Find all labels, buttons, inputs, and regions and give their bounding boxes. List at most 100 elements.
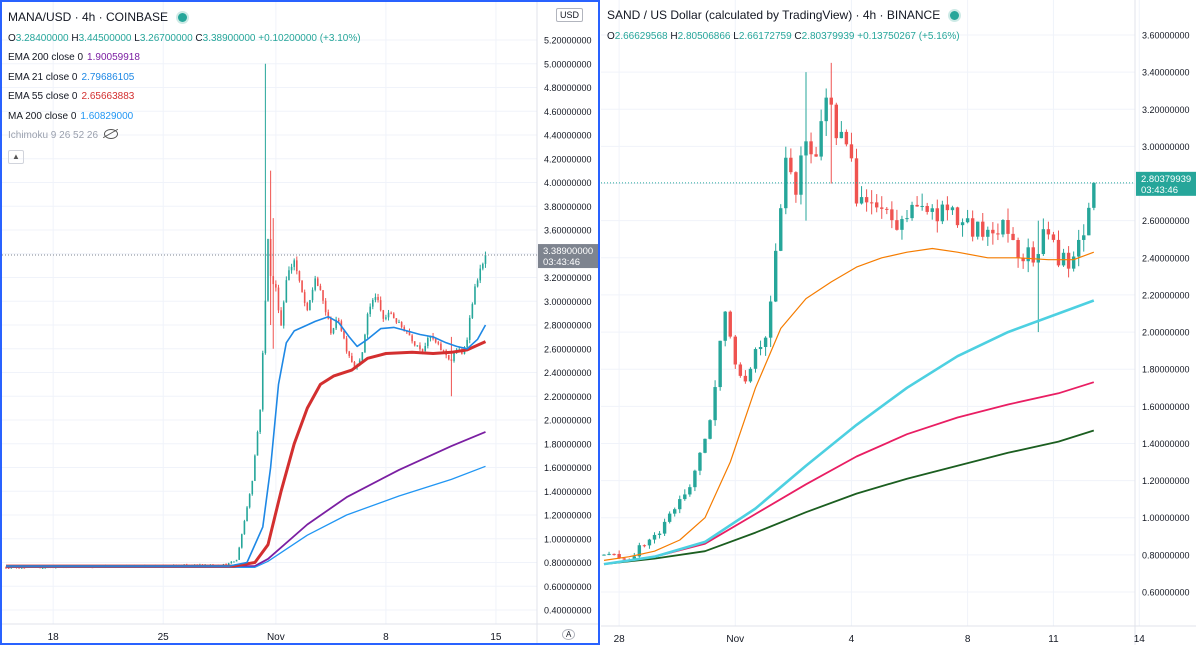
y-tick-label: 2.60000000 bbox=[1142, 216, 1190, 226]
candle-body bbox=[910, 204, 914, 219]
candle-body bbox=[453, 352, 455, 361]
candle-body bbox=[256, 432, 259, 456]
mana-chart-pane[interactable]: MANA/USD · 4h · COINBASE O3.28400000 H3.… bbox=[0, 0, 600, 645]
candle-body bbox=[330, 318, 332, 334]
indicator-ma200[interactable]: MA 200 close 0 1.60829000 bbox=[8, 107, 361, 127]
candle-body bbox=[708, 420, 712, 439]
indicator-label: EMA 200 close 0 bbox=[8, 52, 84, 63]
candle-body bbox=[379, 300, 382, 311]
y-tick-label: 1.80000000 bbox=[544, 439, 592, 449]
last-price-tag bbox=[1136, 171, 1196, 196]
candle-body bbox=[390, 312, 392, 314]
mana-open: 3.28400000 bbox=[15, 32, 69, 44]
y-tick-label: 5.20000000 bbox=[544, 36, 592, 46]
y-tick-label: 0.80000000 bbox=[1142, 550, 1190, 560]
indicator-ema21[interactable]: EMA 21 close 0 2.79686105 bbox=[8, 68, 361, 88]
y-tick-label: 3.60000000 bbox=[544, 226, 592, 236]
y-tick-label: 3.60000000 bbox=[1142, 31, 1190, 41]
candle-body bbox=[895, 220, 899, 230]
sand-close: 2.80379939 bbox=[801, 30, 855, 42]
x-tick-label: 14 bbox=[1134, 634, 1146, 645]
candle-body bbox=[20, 567, 23, 569]
candle-body bbox=[450, 359, 453, 361]
mana-chart-svg[interactable]: 0.40000000 0.60000000 0.80000000 1.00000000… bbox=[2, 2, 598, 643]
candle-body bbox=[288, 270, 290, 281]
currency-select[interactable]: USD bbox=[556, 8, 584, 22]
candle-body bbox=[1082, 235, 1086, 240]
candle-body bbox=[403, 327, 406, 332]
indicator-ema200[interactable]: EMA 200 close 0 1.90059918 bbox=[8, 48, 361, 68]
candle-body bbox=[844, 131, 849, 145]
candle-body bbox=[303, 292, 306, 303]
y-tick-label: 2.20000000 bbox=[1142, 290, 1190, 300]
candle-body bbox=[970, 218, 975, 237]
candle-body bbox=[1056, 239, 1061, 266]
hidden-eye-icon[interactable] bbox=[104, 129, 119, 139]
candle-body bbox=[377, 296, 379, 301]
sand-ohlc-row: O2.66629568 H2.80506866 L2.66172759 C2.8… bbox=[607, 30, 960, 42]
candle-body bbox=[1036, 254, 1040, 263]
x-tick-label: Nov bbox=[726, 634, 744, 645]
candle-body bbox=[693, 470, 697, 488]
candle-body bbox=[264, 300, 267, 354]
candle-body bbox=[718, 340, 722, 388]
candle-body bbox=[306, 302, 309, 310]
candle-body bbox=[345, 338, 348, 352]
candle-body bbox=[1011, 233, 1015, 241]
candle-body bbox=[1046, 229, 1051, 235]
candle-body bbox=[372, 299, 374, 307]
candle-body bbox=[322, 290, 324, 301]
candle-body bbox=[1016, 240, 1020, 259]
candle-body bbox=[738, 364, 743, 376]
candle-body bbox=[799, 155, 803, 195]
indicator-ichimoku[interactable]: Ichimoku 9 26 52 26 bbox=[8, 126, 361, 146]
y-tick-label: 0.60000000 bbox=[1142, 588, 1190, 598]
candle-body bbox=[277, 287, 280, 311]
candle-body bbox=[419, 345, 421, 350]
x-tick-label: 8 bbox=[965, 634, 971, 645]
candle-body bbox=[758, 347, 763, 350]
candle-body bbox=[713, 387, 717, 421]
candle-body bbox=[1021, 258, 1025, 262]
sand-chart-svg[interactable]: 0.60000000 0.80000000 1.00000000 1.20000000… bbox=[601, 0, 1196, 645]
sand-high: 2.80506866 bbox=[677, 30, 731, 42]
candle-body bbox=[703, 438, 707, 453]
indicator-line bbox=[603, 299, 1095, 566]
sand-symbol-title[interactable]: SAND / US Dollar (calculated by TradingV… bbox=[607, 8, 941, 22]
candle-body bbox=[427, 338, 429, 346]
sand-chart-pane[interactable]: SAND / US Dollar (calculated by TradingV… bbox=[601, 0, 1196, 645]
candle-body bbox=[353, 361, 356, 368]
candle-body bbox=[361, 352, 364, 361]
candle-body bbox=[298, 271, 301, 281]
candle-body bbox=[748, 368, 753, 382]
candle-body bbox=[602, 554, 606, 556]
indicator-ema55[interactable]: EMA 55 close 0 2.65663883 bbox=[8, 87, 361, 107]
candle-body bbox=[673, 509, 677, 514]
candle-body bbox=[688, 487, 692, 495]
candle-body bbox=[280, 310, 282, 326]
candle-body bbox=[733, 336, 737, 365]
auto-scale-button[interactable]: A bbox=[562, 629, 576, 640]
x-tick-label: 8 bbox=[383, 632, 389, 643]
candle-body bbox=[296, 260, 298, 272]
y-tick-label: 0.60000000 bbox=[544, 582, 592, 592]
candle-body bbox=[1077, 239, 1081, 257]
candle-body bbox=[243, 521, 246, 535]
collapse-legend-button[interactable]: ▲ bbox=[8, 149, 24, 164]
last-price-value: 3.38900000 bbox=[543, 246, 593, 257]
candle-body bbox=[915, 204, 919, 207]
candle-body bbox=[421, 349, 424, 351]
mana-symbol-title[interactable]: MANA/USD · 4h · COINBASE bbox=[8, 10, 169, 24]
candle-body bbox=[1031, 247, 1035, 263]
candle-body bbox=[408, 331, 411, 336]
candle-body bbox=[728, 311, 732, 337]
candle-body bbox=[311, 289, 314, 301]
candle-body bbox=[440, 343, 442, 351]
candle-body bbox=[316, 278, 319, 286]
candle-body bbox=[319, 285, 322, 291]
candle-body bbox=[398, 322, 400, 324]
candle-body bbox=[976, 221, 980, 237]
candle-body bbox=[1026, 247, 1030, 262]
sand-low: 2.66172759 bbox=[738, 30, 792, 42]
y-tick-label: 1.00000000 bbox=[544, 534, 592, 544]
